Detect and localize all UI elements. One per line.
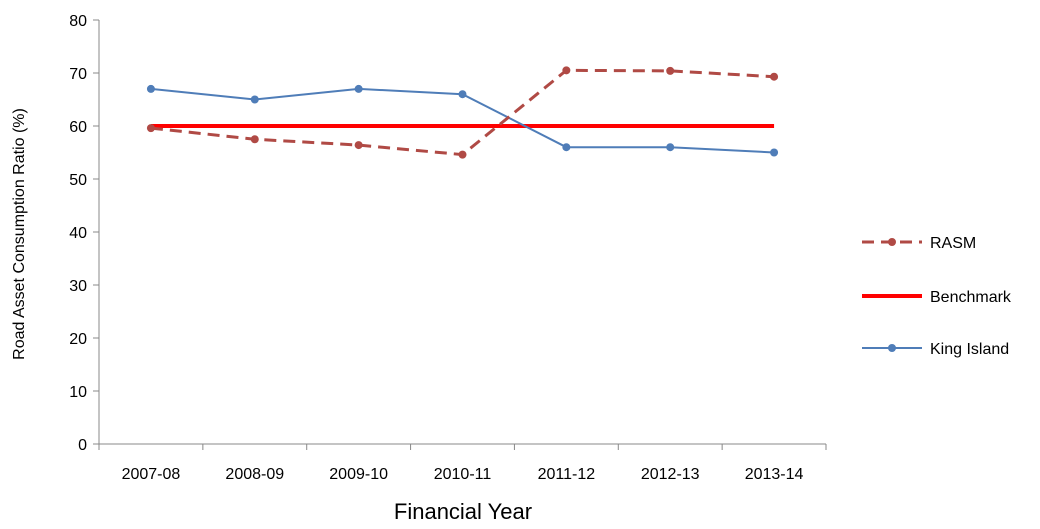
data-point-rasm bbox=[458, 150, 467, 159]
data-point-rasm bbox=[562, 66, 571, 75]
y-tick-label: 50 bbox=[69, 172, 87, 189]
legend-marker-king-island bbox=[888, 344, 896, 352]
legend-marker-rasm bbox=[888, 238, 896, 246]
data-point-king-island bbox=[562, 143, 571, 152]
y-tick-label: 70 bbox=[69, 66, 87, 83]
x-tick-label: 2011-12 bbox=[538, 466, 596, 483]
series-line-rasm bbox=[150, 68, 775, 157]
x-tick-label: 2010-11 bbox=[434, 466, 492, 483]
x-tick-label: 2009-10 bbox=[329, 466, 388, 483]
x-tick-label: 2008-09 bbox=[225, 466, 284, 483]
y-tick-label: 0 bbox=[78, 437, 87, 454]
data-point-king-island bbox=[458, 90, 467, 99]
legend-item-rasm: RASM bbox=[862, 235, 976, 252]
series-king-island bbox=[146, 84, 779, 157]
x-tick-label: 2013-14 bbox=[745, 466, 804, 483]
data-point-king-island bbox=[666, 143, 675, 152]
legend-label-rasm: RASM bbox=[930, 235, 976, 252]
x-tick-label: 2012-13 bbox=[641, 466, 700, 483]
legend-label-benchmark: Benchmark bbox=[930, 289, 1012, 306]
legend: RASM Benchmark King Island bbox=[862, 235, 1012, 358]
data-point-rasm bbox=[770, 72, 779, 81]
y-tick-label: 60 bbox=[69, 119, 87, 136]
y-axis-title: Road Asset Consumption Ratio (%) bbox=[11, 108, 28, 360]
axes: 0 10 20 30 40 50 60 70 80 2007-08 2008-09 2009-10 20… bbox=[69, 13, 827, 483]
y-tick-label: 10 bbox=[69, 384, 87, 401]
y-tick-label: 20 bbox=[69, 331, 87, 348]
y-tick-label: 80 bbox=[69, 13, 87, 30]
series-line-king-island bbox=[150, 87, 775, 154]
legend-item-benchmark: Benchmark bbox=[862, 289, 1012, 306]
data-point-king-island bbox=[146, 84, 155, 93]
data-point-king-island bbox=[354, 84, 363, 93]
data-point-rasm bbox=[146, 124, 155, 133]
data-point-rasm bbox=[250, 135, 259, 144]
y-tick-label: 30 bbox=[69, 278, 87, 295]
data-point-king-island bbox=[770, 148, 779, 157]
data-point-rasm bbox=[354, 141, 363, 150]
y-tick-label: 40 bbox=[69, 225, 87, 242]
legend-item-king-island: King Island bbox=[862, 341, 1009, 358]
legend-label-king-island: King Island bbox=[930, 341, 1009, 358]
x-tick-label: 2007-08 bbox=[122, 466, 181, 483]
data-point-king-island bbox=[250, 95, 259, 104]
series-layer bbox=[146, 66, 779, 159]
data-point-rasm bbox=[666, 66, 675, 75]
x-axis-title: Financial Year bbox=[394, 499, 532, 524]
series-rasm bbox=[146, 66, 779, 159]
